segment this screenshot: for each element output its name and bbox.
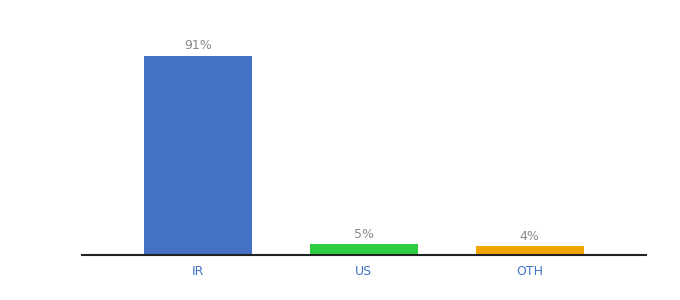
Text: 91%: 91% [184,39,211,52]
Bar [310,244,418,255]
Bar [144,56,252,255]
Text: 5%: 5% [354,228,374,241]
Text: 4%: 4% [520,230,540,243]
Bar [476,246,583,255]
